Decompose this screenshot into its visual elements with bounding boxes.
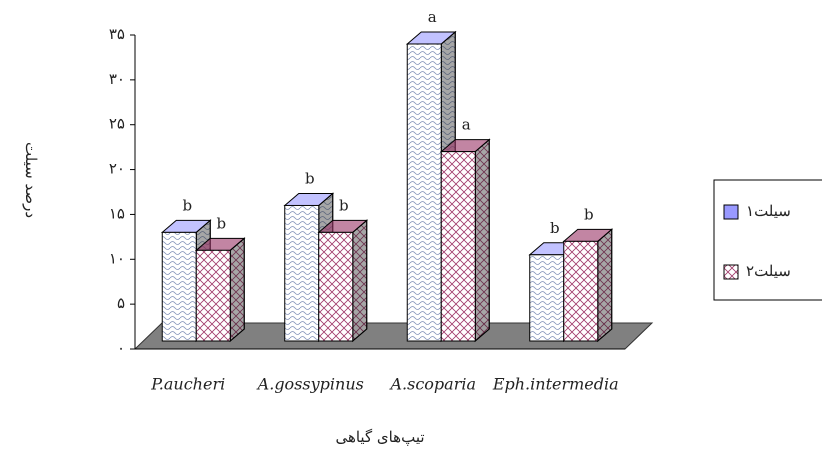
legend-swatch — [723, 204, 739, 220]
x-tick-label: Eph.intermedia — [492, 375, 619, 394]
bar-annotation: b — [550, 219, 560, 237]
bar-annotation: a — [428, 8, 437, 26]
y-tick-label: ۰ — [117, 339, 125, 357]
bar-annotation: a — [462, 116, 471, 134]
legend-swatch — [723, 264, 739, 280]
bar-face — [229, 237, 245, 343]
bar-annotation: b — [339, 196, 349, 214]
y-tick-label: ۱۵ — [109, 204, 125, 222]
bar-face — [161, 231, 197, 342]
y-tick-label: ۲۵ — [109, 115, 125, 133]
bar-face — [440, 151, 476, 342]
legend-box — [713, 179, 822, 301]
y-tick-label: ۳۰ — [109, 70, 125, 88]
bar — [439, 138, 491, 343]
bar-face — [474, 138, 490, 343]
bar-face — [318, 231, 354, 342]
x-tick-label: P.aucheri — [150, 375, 225, 394]
bar-face — [597, 228, 613, 343]
x-tick-label: A.scoparia — [388, 375, 476, 394]
legend-label: سیلت۲ — [746, 262, 791, 280]
bar-face — [529, 254, 565, 342]
bar — [317, 219, 369, 343]
bar — [194, 237, 246, 343]
y-tick-label: ۵ — [117, 294, 125, 312]
bar-annotation: b — [182, 196, 192, 214]
bar-face — [563, 240, 599, 342]
bar-annotation: b — [216, 214, 226, 232]
x-tick-label: A.gossypinus — [256, 375, 364, 394]
y-axis-label: درصد سیلت — [22, 142, 40, 218]
bar — [562, 228, 614, 343]
y-tick-label: ۳۵ — [109, 25, 125, 43]
y-tick-label: ۲۰ — [109, 160, 125, 178]
bar-face — [406, 43, 442, 342]
x-axis-label: تیپ‌های گیاهی — [335, 428, 424, 446]
legend-label: سیلت۱ — [746, 202, 791, 220]
y-tick-label: ۱۰ — [109, 249, 125, 267]
bar-face — [195, 249, 231, 342]
bar-face — [284, 204, 320, 342]
bar-annotation: b — [305, 169, 315, 187]
bar-annotation: b — [584, 205, 594, 223]
bar-face — [352, 219, 368, 343]
